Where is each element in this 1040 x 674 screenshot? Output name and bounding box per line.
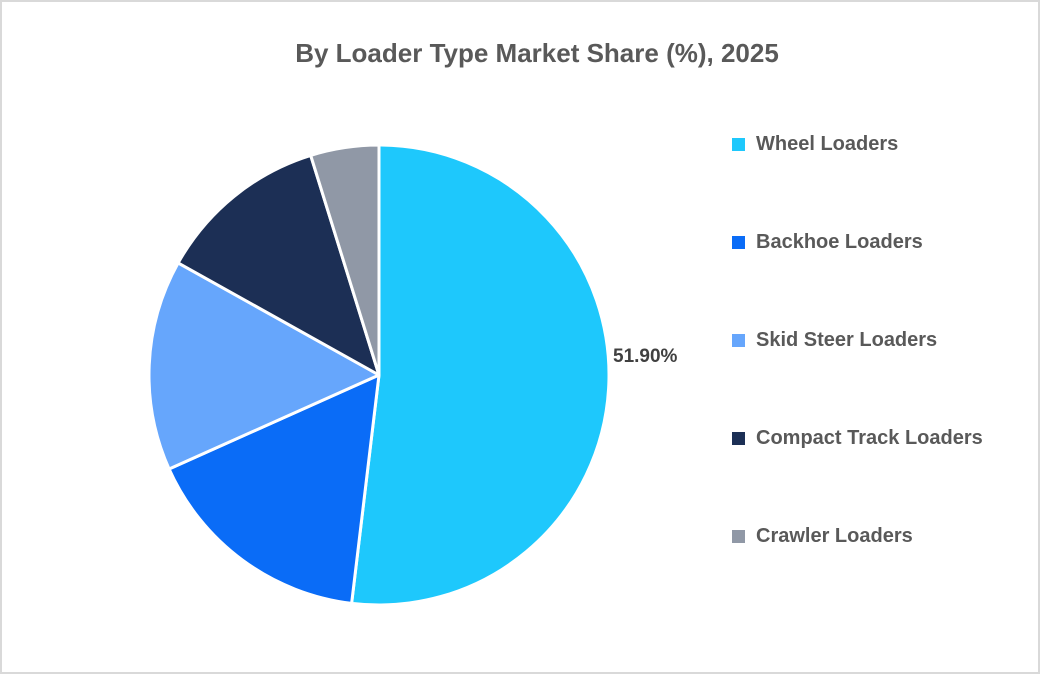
- pie-slice-crawler-loaders: [309, 143, 381, 377]
- pie-slice-compact-track-loaders: [176, 153, 381, 377]
- legend-swatch-icon: [732, 529, 745, 543]
- pie-slice-wheel-loaders: [350, 143, 611, 607]
- data-label-wheel-loaders: 51.90%: [613, 346, 678, 367]
- legend-item-crawler-loaders: Crawler Loaders: [732, 523, 913, 549]
- legend-swatch-icon: [732, 235, 745, 249]
- legend-item-wheel-loaders: Wheel Loaders: [732, 131, 898, 157]
- legend-swatch-icon: [732, 137, 745, 151]
- pie-slice-skid-steer-loaders: [147, 261, 381, 471]
- legend-item-skid-steer-loaders: Skid Steer Loaders: [732, 327, 937, 353]
- legend-item-backhoe-loaders: Backhoe Loaders: [732, 229, 923, 255]
- chart-title: By Loader Type Market Share (%), 2025: [295, 38, 779, 68]
- legend-item-compact-track-loaders: Compact Track Loaders: [732, 425, 983, 451]
- legend-swatch-icon: [732, 333, 745, 347]
- pie-slice-backhoe-loaders: [167, 373, 381, 605]
- legend-swatch-icon: [732, 431, 745, 445]
